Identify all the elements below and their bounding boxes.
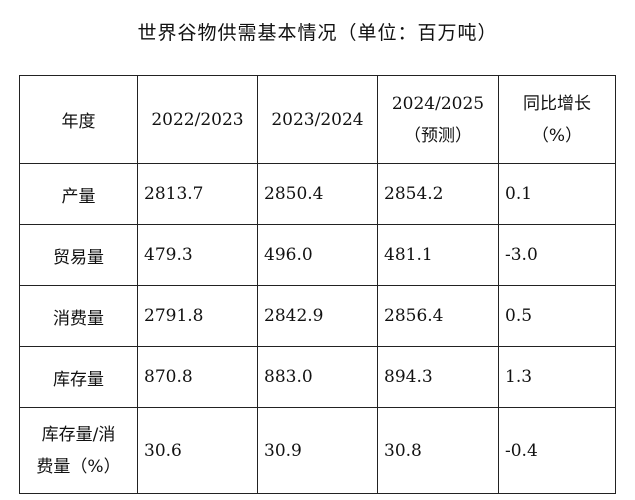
table-row-consumption: 消费量 2791.8 2842.9 2856.4 0.5 [19, 285, 616, 347]
header-2024-2025-year: 2024/2025 [391, 93, 485, 114]
table-cell: 883.0 [257, 346, 378, 408]
table-cell: 2856.4 [377, 285, 499, 347]
table-cell: 870.8 [137, 346, 258, 408]
table-cell: 0.5 [498, 285, 616, 347]
table-row-stock-to-use: 库存量/消 费量（%） 30.6 30.9 30.8 -0.4 [19, 407, 616, 494]
table-cell: 481.1 [377, 224, 499, 286]
table-cell: 30.8 [377, 407, 499, 494]
table-cell: 894.3 [377, 346, 499, 408]
header-2022-2023: 2022/2023 [137, 75, 258, 164]
header-yoy-label: 同比增长 [523, 93, 591, 114]
row-label: 贸易量 [19, 224, 138, 286]
header-2024-2025: 2024/2025 （预测） [377, 75, 499, 164]
table-cell: 2791.8 [137, 285, 258, 347]
row-label: 消费量 [19, 285, 138, 347]
row-label: 库存量 [19, 346, 138, 408]
header-row: 年度 2022/2023 2023/2024 2024/2025 （预测） 同比… [19, 75, 616, 164]
header-2024-2025-forecast: （预测） [404, 125, 472, 146]
row-label: 库存量/消 费量（%） [19, 407, 138, 494]
table-cell: -3.0 [498, 224, 616, 286]
table-cell: 479.3 [137, 224, 258, 286]
table-title: 世界谷物供需基本情况（单位：百万吨） [137, 22, 498, 44]
table-cell: 2813.7 [137, 163, 258, 225]
row-label-line1: 库存量/消 [41, 424, 116, 445]
table-cell: 30.6 [137, 407, 258, 494]
header-year: 年度 [19, 75, 138, 164]
table-cell: 2842.9 [257, 285, 378, 347]
header-2023-2024: 2023/2024 [257, 75, 378, 164]
table-cell: -0.4 [498, 407, 616, 494]
table-row-production: 产量 2813.7 2850.4 2854.2 0.1 [19, 163, 616, 225]
table-cell: 0.1 [498, 163, 616, 225]
table-row-trade: 贸易量 479.3 496.0 481.1 -3.0 [19, 224, 616, 286]
table-cell: 30.9 [257, 407, 378, 494]
row-label-line2: 费量（%） [36, 456, 121, 477]
table-row-stocks: 库存量 870.8 883.0 894.3 1.3 [19, 346, 616, 408]
table-cell: 1.3 [498, 346, 616, 408]
header-yoy-growth: 同比增长 （%） [498, 75, 616, 164]
grain-supply-demand-table: 年度 2022/2023 2023/2024 2024/2025 （预测） 同比… [19, 75, 616, 494]
header-yoy-unit: （%） [531, 125, 583, 146]
row-label: 产量 [19, 163, 138, 225]
table-cell: 496.0 [257, 224, 378, 286]
table-cell: 2850.4 [257, 163, 378, 225]
table-cell: 2854.2 [377, 163, 499, 225]
